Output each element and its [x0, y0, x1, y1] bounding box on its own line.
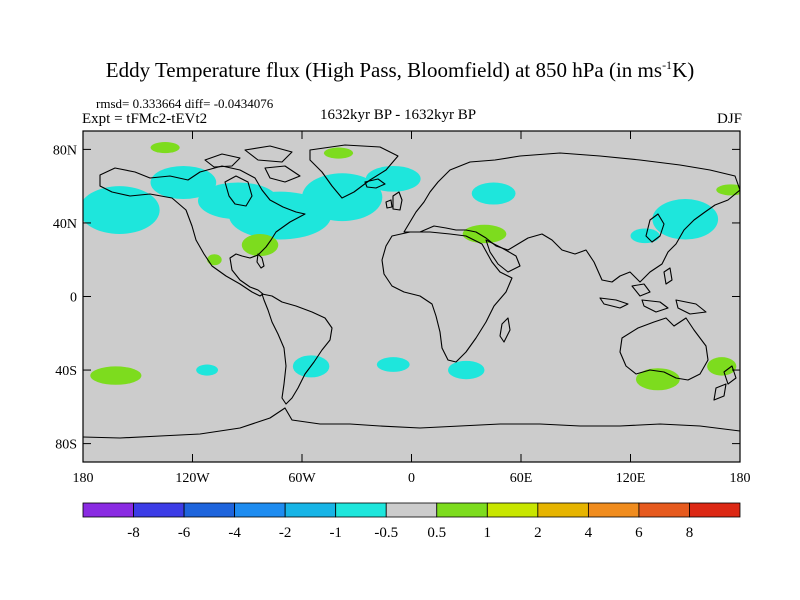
coast-british-isles	[385, 191, 403, 211]
positive-flux-region	[635, 368, 680, 391]
colorbar-swatch	[284, 502, 337, 518]
lon-tick-label: 60E	[510, 471, 533, 486]
colorbar-label: -6	[178, 525, 191, 541]
colorbar-label: -2	[279, 525, 292, 541]
coast-japan	[645, 213, 665, 243]
negative-flux-region	[652, 199, 719, 240]
longitude-axis: 180 120W 60W 0 60E 120E 180	[73, 131, 751, 486]
colorbar-swatch	[587, 502, 640, 518]
positive-flux-region	[241, 233, 279, 257]
colorbar-swatch	[82, 502, 134, 518]
stats-line: rmsd= 0.333664 diff= -0.0434076	[96, 96, 274, 111]
colorbar-labels: -8 -6 -4 -2 -1 -0.5 0.5 1 2 4 6 8	[127, 525, 693, 541]
colorbar-swatch	[234, 502, 286, 518]
latitude-axis: 80N 40N 0 40S 80S	[53, 143, 740, 453]
negative-flux-region	[376, 357, 410, 372]
negative-flux-region	[630, 228, 660, 244]
lat-tick-label: 0	[70, 291, 77, 306]
coastlines	[83, 144, 740, 439]
coast-iceland	[364, 178, 386, 189]
colorbar-label: 1	[484, 525, 492, 541]
colorbar-label: 0.5	[427, 525, 446, 541]
negative-flux-region	[365, 165, 421, 192]
colorbar-swatch	[689, 502, 741, 518]
coast-arctic-islands	[204, 145, 301, 183]
colorbar-label: 2	[534, 525, 542, 541]
colorbar-swatch	[486, 502, 539, 518]
positive-flux-region	[462, 224, 507, 244]
period-label: 1632kyr BP - 1632kyr BP	[320, 107, 477, 123]
colorbar-label: 4	[585, 525, 593, 541]
positive-flux-region	[150, 142, 180, 154]
season-label: DJF	[716, 111, 742, 127]
positive-flux-region	[207, 254, 222, 266]
colorbar-swatch	[385, 502, 438, 518]
lat-tick-label: 80N	[53, 143, 77, 158]
lon-tick-label: 0	[408, 471, 415, 486]
negative-flux-region	[196, 364, 219, 376]
lat-tick-label: 40S	[55, 364, 77, 379]
colorbar	[82, 502, 741, 518]
anomaly-contours	[83, 142, 740, 391]
lat-tick-label: 80S	[55, 438, 77, 453]
negative-flux-region	[448, 360, 485, 380]
lon-tick-label: 180	[73, 471, 94, 486]
coast-greenland	[309, 144, 399, 199]
lat-tick-label: 40N	[53, 217, 77, 232]
colorbar-swatch	[638, 502, 690, 518]
colorbar-swatch	[537, 502, 589, 518]
coast-hudson-bay	[224, 175, 253, 207]
coast-australia	[619, 317, 709, 381]
coast-antarctica	[83, 407, 740, 439]
lon-tick-label: 180	[730, 471, 751, 486]
experiment-label: Expt = tFMc2-tEVt2	[82, 111, 208, 127]
colorbar-swatch	[183, 502, 236, 518]
colorbar-label: -0.5	[374, 525, 398, 541]
lon-tick-label: 120E	[616, 471, 646, 486]
lon-tick-label: 120W	[175, 471, 210, 486]
colorbar-swatch	[436, 502, 488, 518]
coast-central-south-america	[261, 293, 333, 405]
colorbar-label: 6	[635, 525, 643, 541]
colorbar-label: -8	[127, 525, 140, 541]
colorbar-swatch	[335, 502, 387, 518]
map-title: Eddy Temperature flux (High Pass, Bloomf…	[105, 58, 695, 82]
coast-madagascar	[499, 317, 511, 343]
positive-flux-region	[707, 357, 737, 376]
colorbar-label: -4	[228, 525, 241, 541]
coast-southeast-asia	[599, 267, 707, 315]
negative-flux-region	[471, 182, 516, 205]
positive-flux-region	[90, 366, 142, 385]
lon-tick-label: 60W	[288, 471, 316, 486]
coast-eurasia	[403, 152, 740, 283]
coast-florida	[256, 253, 265, 269]
colorbar-swatch	[133, 502, 185, 518]
coast-arabia	[485, 239, 521, 273]
coast-africa	[381, 231, 513, 363]
positive-flux-region	[323, 147, 354, 159]
colorbar-label: -1	[329, 525, 342, 541]
negative-flux-region	[150, 165, 217, 200]
coast-new-zealand	[713, 365, 737, 401]
colorbar-label: 8	[686, 525, 694, 541]
positive-flux-region	[716, 184, 740, 196]
negative-flux-region	[83, 186, 160, 234]
